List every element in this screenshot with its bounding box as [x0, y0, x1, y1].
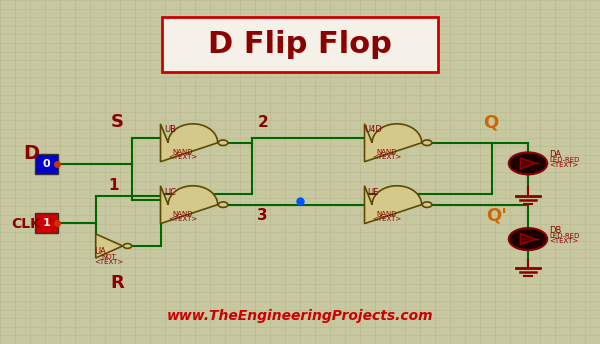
Text: LED-RED: LED-RED	[550, 233, 580, 239]
FancyBboxPatch shape	[162, 17, 438, 72]
Text: <TEXT>: <TEXT>	[550, 162, 579, 168]
Text: <TEXT>: <TEXT>	[169, 154, 197, 160]
Polygon shape	[365, 186, 422, 224]
Polygon shape	[365, 124, 422, 162]
Text: DA: DA	[550, 150, 562, 159]
Text: NAND: NAND	[377, 149, 397, 155]
Text: NAND: NAND	[377, 211, 397, 217]
Text: UA: UA	[94, 247, 106, 256]
Text: <TEXT>: <TEXT>	[95, 259, 124, 266]
Text: UB: UB	[164, 125, 176, 134]
Polygon shape	[96, 234, 122, 258]
Text: NAND: NAND	[173, 149, 193, 155]
Text: <TEXT>: <TEXT>	[550, 238, 579, 244]
Text: LED-RED: LED-RED	[550, 157, 580, 163]
Text: NOT: NOT	[102, 254, 116, 260]
Text: DB: DB	[550, 226, 562, 235]
Circle shape	[509, 152, 547, 174]
Polygon shape	[161, 186, 218, 224]
Text: 1: 1	[43, 218, 50, 228]
FancyBboxPatch shape	[35, 154, 58, 174]
Text: D Flip Flop: D Flip Flop	[208, 30, 392, 59]
Text: UE: UE	[368, 188, 379, 197]
Text: Q': Q'	[487, 206, 507, 224]
Text: UC: UC	[164, 188, 176, 197]
Polygon shape	[520, 234, 536, 245]
Circle shape	[509, 228, 547, 250]
Text: S: S	[110, 113, 124, 131]
Text: 1: 1	[109, 178, 119, 193]
Text: <TEXT>: <TEXT>	[373, 154, 401, 160]
Text: www.TheEngineeringProjects.com: www.TheEngineeringProjects.com	[167, 310, 433, 323]
Text: 2: 2	[257, 115, 268, 130]
Text: Q: Q	[483, 113, 499, 131]
Circle shape	[124, 244, 132, 248]
Text: R: R	[110, 274, 124, 292]
Text: U4D: U4D	[364, 125, 382, 134]
Circle shape	[218, 140, 228, 146]
Circle shape	[218, 202, 228, 207]
Text: <TEXT>: <TEXT>	[373, 216, 401, 222]
Circle shape	[422, 202, 432, 207]
Text: NAND: NAND	[173, 211, 193, 217]
Text: D: D	[23, 143, 39, 163]
Text: CLK: CLK	[11, 217, 41, 230]
Text: <TEXT>: <TEXT>	[169, 216, 197, 222]
Polygon shape	[161, 124, 218, 162]
Circle shape	[422, 140, 432, 146]
Text: 0: 0	[43, 159, 50, 169]
Polygon shape	[520, 158, 536, 169]
FancyBboxPatch shape	[35, 213, 58, 233]
Text: 3: 3	[257, 207, 268, 223]
